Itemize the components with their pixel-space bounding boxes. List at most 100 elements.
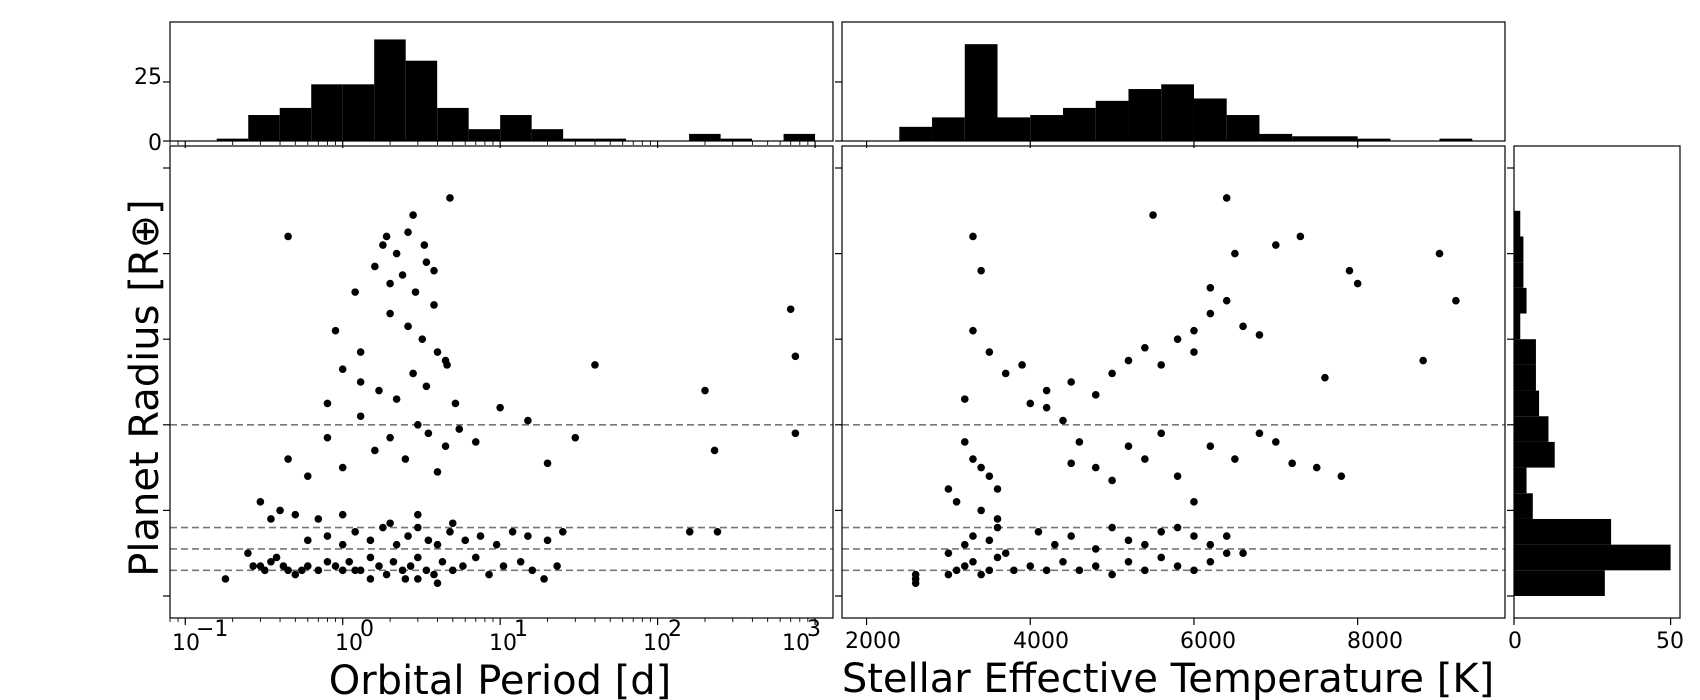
scatter-point: [459, 562, 467, 570]
scatter-point: [1001, 549, 1010, 557]
scatter-point: [351, 288, 359, 296]
scatter-point: [366, 553, 375, 562]
side-hist-bar: [1514, 262, 1524, 288]
scatter-point: [485, 570, 493, 579]
scatter-point: [969, 326, 977, 335]
scatter-point: [1222, 296, 1231, 305]
top-hist-bar: [997, 117, 1031, 141]
scatter-point: [969, 455, 977, 463]
scatter-point: [1141, 343, 1149, 352]
scatter-point: [441, 356, 450, 365]
scatter-point: [571, 433, 580, 442]
panel-frame: [169, 145, 834, 619]
scatter-point: [356, 412, 365, 421]
scatter-point: [1190, 532, 1198, 540]
scatter-point: [977, 506, 985, 515]
scatter-point: [382, 232, 391, 241]
scatter-point: [409, 369, 417, 378]
scatter-point: [969, 232, 977, 241]
scatter-point: [1255, 429, 1264, 438]
scatter-point: [314, 515, 323, 523]
top-hist-bar: [899, 126, 933, 141]
scatter-point: [430, 266, 438, 275]
svg-text:0: 0: [360, 617, 374, 642]
scatter-point: [409, 211, 417, 219]
scatter-point: [356, 348, 365, 356]
scatter-point: [977, 463, 985, 472]
scatter-point: [448, 519, 457, 528]
right-xtick-6000: 6000: [1180, 629, 1236, 654]
scatter-point: [375, 386, 383, 395]
top-hist-ytick-25: 25: [134, 65, 162, 90]
scatter-point: [993, 485, 1002, 493]
scatter-point: [977, 266, 985, 275]
scatter-point: [1010, 566, 1018, 575]
scatter-point: [993, 515, 1002, 523]
scatter-point: [303, 536, 312, 545]
top-hist-bar: [374, 39, 406, 141]
side-hist-bar: [1514, 441, 1555, 468]
top-hist-bar: [1193, 98, 1227, 141]
scatter-point: [366, 575, 375, 583]
top-hist-bar: [1226, 115, 1260, 141]
scatter-point: [1173, 562, 1182, 570]
left-xtick-label-1e3: 10 3: [782, 617, 821, 656]
left-xtick-label-1e0: 10 0: [335, 617, 374, 656]
scatter-point: [952, 566, 961, 575]
scatter-point: [1124, 356, 1133, 365]
scatter-point: [1157, 361, 1166, 369]
side-hist-xtick-50: 50: [1656, 629, 1684, 654]
scatter-point: [969, 557, 977, 566]
scatter-point: [1419, 356, 1427, 365]
scatter-point: [382, 570, 391, 579]
scatter-point: [1157, 528, 1166, 536]
scatter-point: [414, 575, 422, 583]
scatter-point: [944, 485, 953, 493]
scatter-point: [366, 536, 375, 545]
scatter-point: [386, 519, 394, 528]
top-hist-ytick-0: 0: [148, 131, 162, 156]
scatter-point: [1141, 540, 1149, 549]
scatter-point: [414, 510, 422, 519]
scatter-point: [701, 386, 709, 395]
scatter-point: [411, 288, 420, 296]
scatter-point: [969, 532, 977, 540]
scatter-point: [414, 421, 422, 429]
scatter-point: [446, 528, 454, 536]
scatter-point: [351, 528, 359, 536]
top-hist-bar: [783, 133, 816, 141]
scatter-point: [1206, 557, 1215, 566]
scatter-point: [1206, 309, 1215, 318]
scatter-point: [1042, 403, 1051, 412]
side-hist-bar: [1514, 544, 1671, 571]
scatter-point: [298, 566, 306, 575]
scatter-point: [1141, 455, 1149, 463]
scatter-point: [1059, 557, 1067, 566]
scatter-point: [1141, 566, 1149, 575]
scatter-point: [433, 540, 442, 549]
scatter-point: [1067, 378, 1075, 386]
scatter-point: [960, 562, 969, 570]
scatter-point: [791, 352, 800, 361]
top-hist-bar: [1357, 138, 1391, 141]
scatter-point: [284, 232, 292, 241]
scatter-point: [1312, 463, 1321, 472]
top-hist-bar: [1259, 133, 1293, 141]
scatter-point: [1222, 194, 1231, 202]
scatter-point: [1239, 549, 1247, 557]
scatter-point: [1108, 570, 1116, 579]
svg-text:10: 10: [335, 631, 363, 656]
scatter-point: [1231, 455, 1239, 463]
top-hist-bar: [964, 44, 998, 141]
scatter-point: [1067, 532, 1075, 540]
scatter-point: [1272, 241, 1280, 249]
scatter-point: [451, 399, 460, 408]
scatter-point: [291, 570, 300, 579]
scatter-point: [389, 557, 398, 566]
scatter-point: [516, 557, 525, 566]
scatter-point: [404, 532, 412, 540]
scatter-point: [952, 498, 961, 506]
scatter-point: [1345, 266, 1354, 275]
scatter-point: [284, 455, 292, 463]
top-hist-bar: [1128, 89, 1162, 141]
